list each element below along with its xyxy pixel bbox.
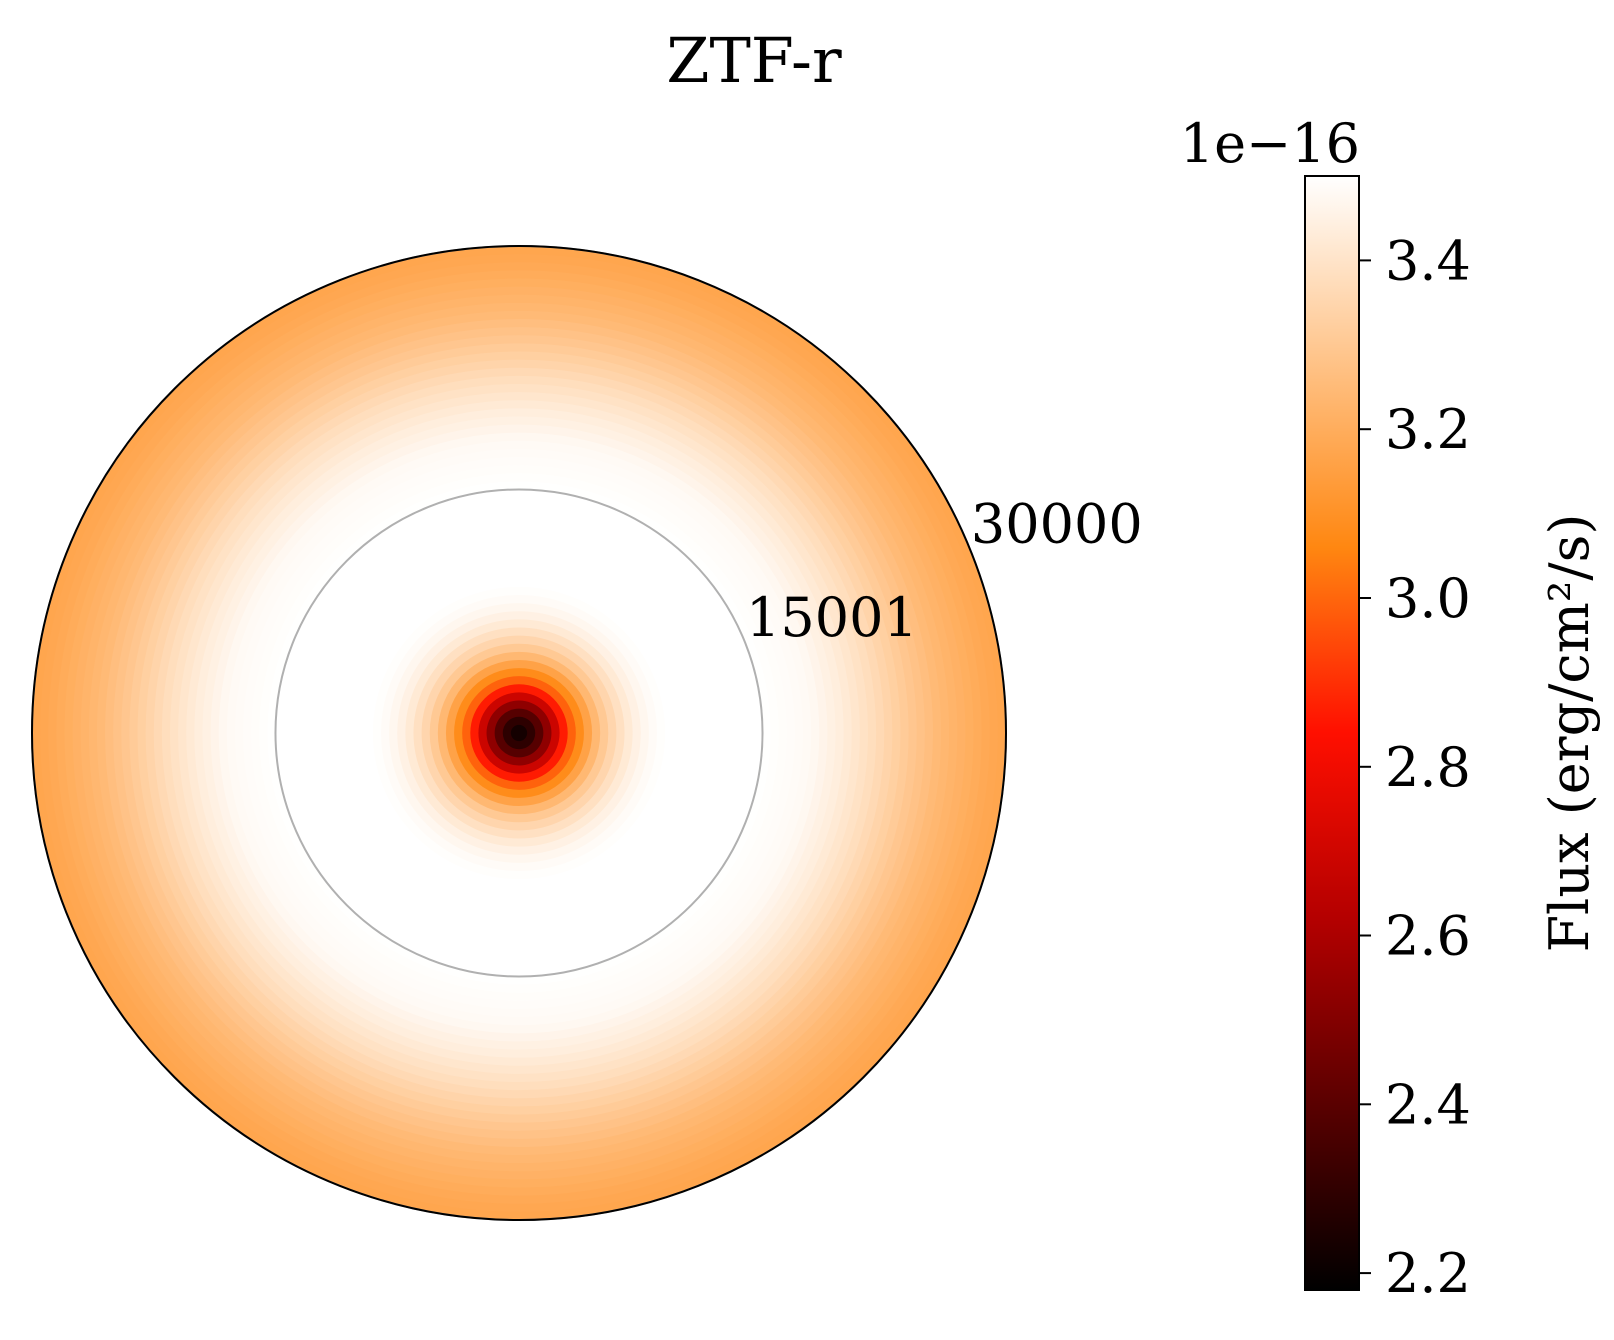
radial-grid-circle xyxy=(274,488,764,978)
contour-ring xyxy=(510,724,528,742)
colorbar-ticks: 2.2 2.4 2.6 2.8 3.0 3.2 3.4 xyxy=(1359,229,1471,1305)
colorbar-tick-label: 2.6 xyxy=(1385,905,1471,968)
colorbar-label: Flux (erg/cm²/s) xyxy=(1538,514,1601,953)
colorbar-tick-label: 3.2 xyxy=(1385,398,1471,461)
colorbar-body xyxy=(1304,175,1360,1291)
colorbar-tick-label: 3.4 xyxy=(1385,229,1471,292)
colorbar-offset-label: 1e−16 xyxy=(1180,112,1360,175)
chart-title: ZTF-r xyxy=(666,24,842,97)
radial-tick-labels: 15001 30000 xyxy=(746,493,1143,649)
polar-axes: 15001 30000 xyxy=(31,245,1143,1221)
radial-tick-label: 15001 xyxy=(746,586,918,649)
contour-rings xyxy=(32,246,1006,1220)
radial-tick-label: 30000 xyxy=(971,493,1143,556)
colorbar: 2.2 2.4 2.6 2.8 3.0 3.2 3.4 1e−16 Flux (erg/cm… xyxy=(1180,112,1601,1305)
colorbar-tick-label: 2.2 xyxy=(1385,1242,1471,1305)
polar-frame xyxy=(31,245,1007,1221)
colorbar-tick-label: 2.4 xyxy=(1385,1073,1471,1136)
colorbar-tick-label: 2.8 xyxy=(1385,736,1471,799)
colorbar-tick-label: 3.0 xyxy=(1385,567,1471,630)
